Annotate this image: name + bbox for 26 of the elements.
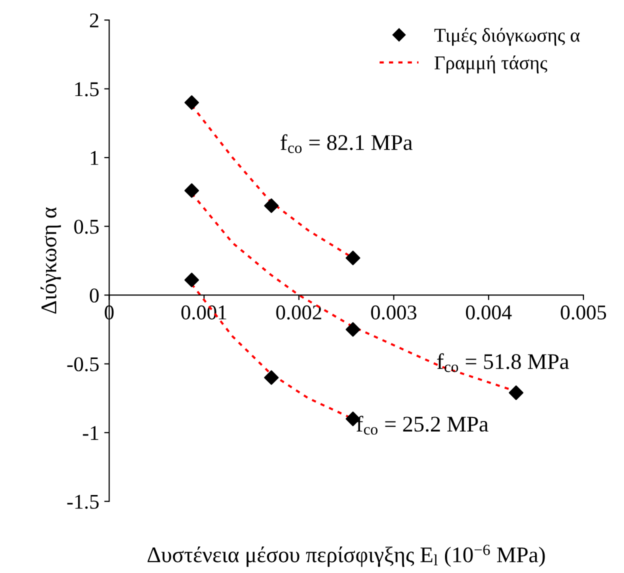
y-tick-label: 1 xyxy=(90,151,98,165)
point xyxy=(184,272,199,288)
point xyxy=(184,95,199,110)
y-axis-title: Διόγκωση α xyxy=(40,207,61,314)
y-tick-label: 1.5 xyxy=(75,82,99,96)
annotation: f$_{co}$ = 82.1 MPa xyxy=(280,134,412,154)
y-tick-label: -1 xyxy=(82,426,98,440)
point xyxy=(346,250,360,266)
point xyxy=(264,198,279,213)
x-axis-title: Δυστένεια μέσου περίσφιγξης E$_{l}$ (10$^{−6}$ MPa) xyxy=(148,544,545,567)
x-tick-label: 0.005 xyxy=(560,305,606,320)
point xyxy=(264,370,279,385)
y-tick-label: 0.5 xyxy=(74,220,99,234)
point xyxy=(508,385,524,400)
point xyxy=(346,322,360,337)
y-tick-label: -0.5 xyxy=(67,357,99,372)
y-tick-label: 2 xyxy=(90,13,98,28)
y-tick-label: 0 xyxy=(90,288,99,303)
legend-label: Γραμμή τάσης xyxy=(434,56,548,74)
point xyxy=(184,183,199,198)
x-tick-label: 0.002 xyxy=(276,305,322,320)
x-tick-label: 0.003 xyxy=(371,305,416,320)
legend-label: Τιμές διόγκωσης α xyxy=(434,28,580,46)
y-tick-label: -1.5 xyxy=(67,494,99,509)
x-tick-label: 0.001 xyxy=(181,305,226,320)
x-tick-label: 0.004 xyxy=(466,305,512,320)
